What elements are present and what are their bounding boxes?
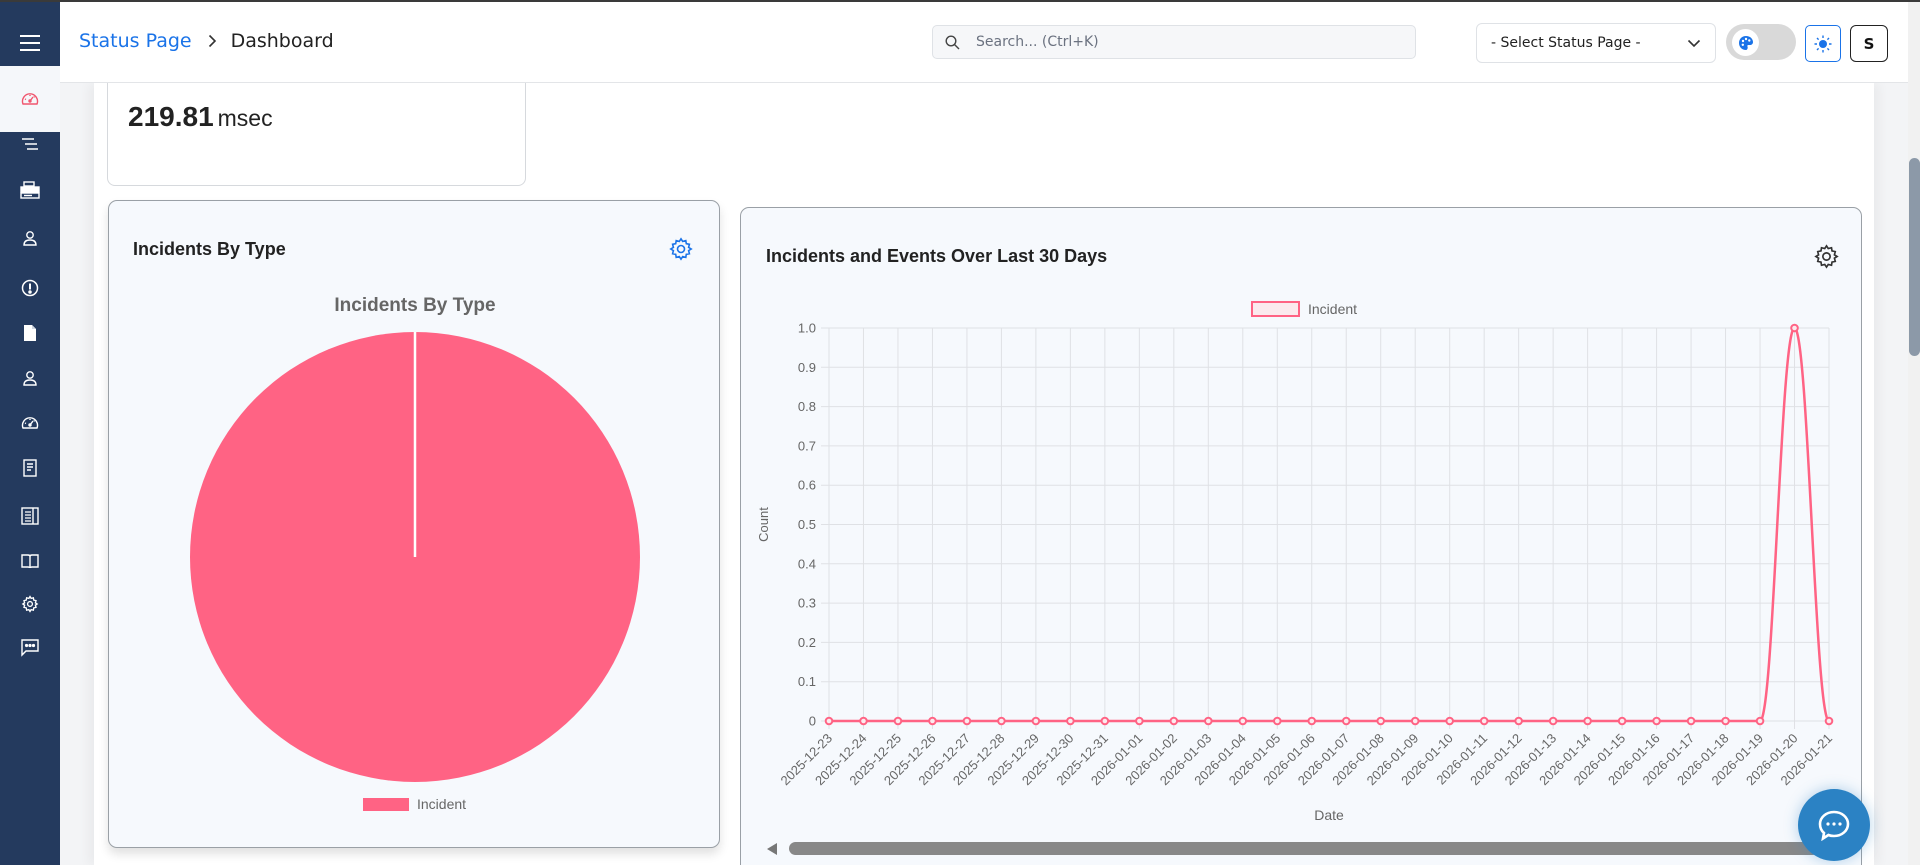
incidents-events-30-days-card: Incidents and Events Over Last 30 Days I… — [740, 207, 1862, 865]
light-mode-button[interactable] — [1805, 25, 1841, 62]
user-avatar-button[interactable]: S — [1850, 25, 1888, 62]
legend-label[interactable]: Incident — [417, 796, 467, 812]
palette-icon — [1738, 35, 1753, 50]
response-time-value: 219.81 msec — [128, 101, 273, 133]
chart-scrollbar-thumb[interactable] — [789, 842, 1819, 855]
sidebar-item-menu-list[interactable] — [0, 122, 60, 166]
journal-icon — [21, 507, 39, 525]
chart-horizontal-scrollbar[interactable] — [767, 840, 1827, 856]
chat-bubble-icon — [1818, 810, 1850, 841]
search-box[interactable] — [932, 25, 1416, 59]
sidebar-item-documents[interactable] — [0, 311, 60, 355]
book-icon — [21, 554, 39, 569]
sun-icon — [1814, 35, 1832, 52]
hamburger-menu-button[interactable] — [0, 2, 60, 83]
svg-text:0.9: 0.9 — [798, 360, 816, 375]
svg-text:0.4: 0.4 — [798, 556, 816, 571]
status-page-select[interactable]: - Select Status Page - — [1476, 23, 1716, 63]
search-icon — [945, 34, 960, 50]
sidebar-item-logs[interactable] — [0, 494, 60, 538]
user-icon — [23, 231, 37, 246]
sidebar-item-reports[interactable] — [0, 446, 60, 490]
gear-icon — [669, 237, 693, 261]
sidebar-item-servers[interactable] — [0, 168, 60, 212]
file-icon — [24, 325, 36, 341]
gear-icon — [1814, 244, 1839, 269]
pie-legend: Incident — [363, 796, 466, 812]
status-page-select-value: - Select Status Page - — [1491, 35, 1641, 51]
svg-text:0.7: 0.7 — [798, 438, 816, 453]
scroll-left-arrow-icon[interactable] — [767, 843, 777, 855]
page-scrollbar[interactable] — [1908, 0, 1920, 865]
sidebar — [0, 0, 60, 865]
chat-icon — [21, 639, 39, 657]
search-input[interactable] — [976, 34, 1376, 50]
svg-text:0.5: 0.5 — [798, 517, 816, 532]
card-title: Incidents and Events Over Last 30 Days — [766, 246, 1108, 266]
line-legend: Incident — [1251, 301, 1357, 317]
page-scrollbar-thumb[interactable] — [1909, 158, 1920, 356]
server-icon — [20, 181, 40, 199]
breadcrumb-current-page: Dashboard — [230, 30, 334, 52]
gear-icon — [21, 595, 39, 613]
speedometer-icon — [21, 93, 39, 105]
legend-swatch-incident — [1251, 301, 1300, 317]
svg-text:0.8: 0.8 — [798, 399, 816, 414]
chevron-down-icon — [1687, 39, 1701, 47]
pie-settings-button[interactable] — [669, 237, 693, 261]
breadcrumb-link-status-page[interactable]: Status Page — [79, 30, 192, 52]
breadcrumb: Status Page Dashboard — [79, 30, 334, 52]
legend-swatch-incident — [363, 797, 409, 811]
line-settings-button[interactable] — [1814, 244, 1839, 269]
stat-unit: msec — [217, 105, 273, 131]
pie-chart-title: Incidents By Type — [334, 295, 496, 316]
response-time-card: 219.81 msec — [107, 73, 526, 186]
sidebar-item-monitors[interactable] — [0, 401, 60, 445]
sidebar-item-knowledge-base[interactable] — [0, 539, 60, 583]
window-top-border — [0, 0, 1920, 2]
alert-icon — [21, 279, 39, 297]
sidebar-item-messages[interactable] — [0, 626, 60, 670]
sidebar-item-settings[interactable] — [0, 582, 60, 626]
svg-text:Count: Count — [756, 507, 771, 542]
chat-support-button[interactable] — [1798, 789, 1870, 861]
sidebar-item-subscribers[interactable] — [0, 356, 60, 400]
sidebar-item-users[interactable] — [0, 216, 60, 260]
hamburger-icon — [20, 34, 40, 51]
speedometer-icon — [21, 417, 39, 429]
incidents-by-type-card: Incidents By Type Incidents By Type Inci… — [108, 200, 720, 848]
svg-text:0: 0 — [809, 714, 816, 729]
user-icon — [23, 371, 37, 386]
svg-text:0.2: 0.2 — [798, 635, 816, 650]
dashboard-main: 219.81 msec Incidents By Type Incidents B… — [94, 73, 1874, 865]
toggle-knob — [1732, 29, 1759, 56]
top-header: Status Page Dashboard - Select Status Pa… — [60, 2, 1908, 83]
card-title: Incidents By Type — [133, 239, 286, 259]
svg-text:Date: Date — [1314, 807, 1344, 823]
sidebar-item-dashboard[interactable] — [0, 66, 60, 132]
list-icon — [22, 138, 38, 150]
svg-text:0.6: 0.6 — [798, 478, 816, 493]
line-chart: 00.10.20.30.40.50.60.70.80.91.02025-12-2… — [756, 321, 1835, 824]
sidebar-item-incidents[interactable] — [0, 266, 60, 310]
chevron-right-icon — [208, 34, 217, 48]
theme-palette-toggle[interactable] — [1726, 24, 1796, 60]
stat-number: 219.81 — [128, 101, 214, 132]
document-icon — [23, 459, 37, 477]
svg-text:0.1: 0.1 — [798, 674, 816, 689]
pie-chart — [190, 332, 640, 782]
legend-label[interactable]: Incident — [1308, 301, 1358, 317]
svg-text:0.3: 0.3 — [798, 596, 816, 611]
svg-text:1.0: 1.0 — [798, 321, 816, 336]
